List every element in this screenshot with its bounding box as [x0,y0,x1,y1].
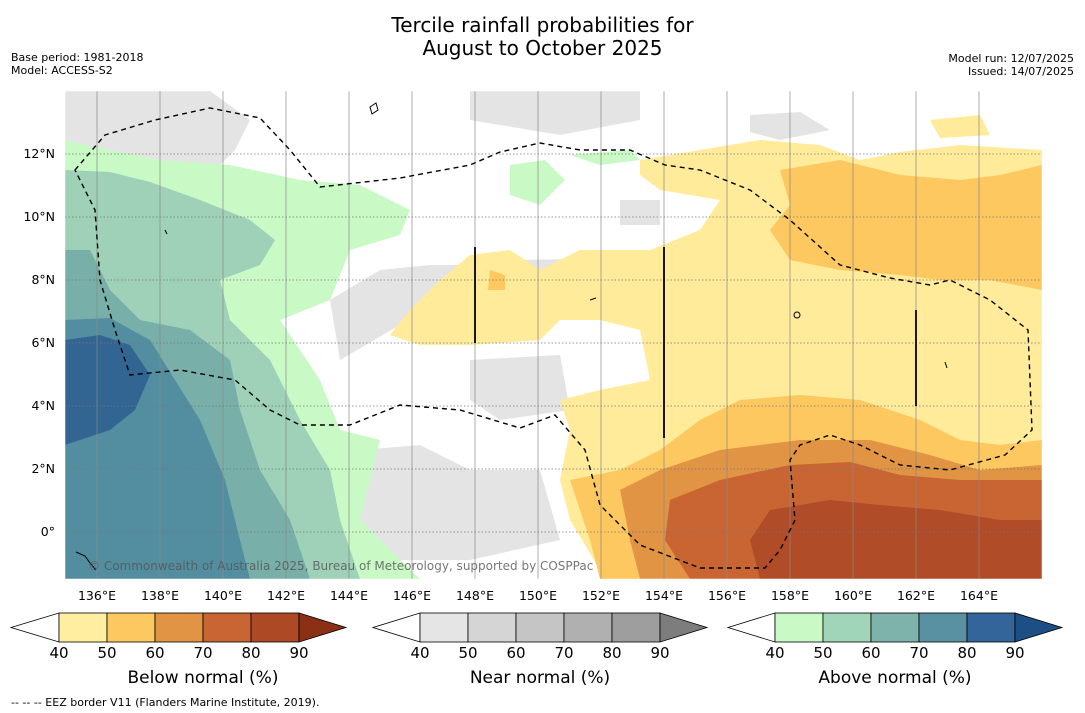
colorbar-tick-label: 50 [813,644,832,662]
copyright-text: © Commonwealth of Australia 2025, Bureau… [88,559,593,573]
colorbar-tick-label: 40 [765,644,784,662]
x-tick-label: 150°E [519,588,557,603]
base-period-text: Base period: 1981-2018 [11,51,144,64]
colorbar-tick-label: 40 [410,644,429,662]
colorbar-near-normal: 40 50 60 70 80 90 [371,612,709,662]
colorbar-segment [611,612,661,643]
colorbar-below-normal: 40 50 60 70 80 90 [9,612,348,662]
colorbar-above-normal: 40 50 60 70 80 90 [726,612,1064,662]
colorbar-segment [467,612,517,643]
map-frame [64,90,1043,580]
x-tick-label: 156°E [708,588,746,603]
near-normal-label: Near normal (%) [469,668,611,688]
x-tick-label: 136°E [78,588,116,603]
below-normal-90 [750,500,1042,579]
colorbar-segment [202,612,252,643]
colorbar-tick-label: 60 [145,644,164,662]
x-tick-label: 160°E [834,588,872,603]
x-tick-label: 148°E [456,588,494,603]
y-tick-label: 4°N [31,398,55,413]
colorbar-segment [106,612,156,643]
x-tick-label: 144°E [330,588,368,603]
eez-footnote: -- -- -- EEZ border V11 (Flanders Marine… [11,696,320,709]
colorbar-segment [918,612,968,643]
x-tick-label: 158°E [771,588,809,603]
x-tick-label: 140°E [204,588,242,603]
colorbar-segment [822,612,872,643]
y-axis-labels: 12°N 10°N 8°N 6°N 4°N 2°N 0° [23,146,55,539]
base-model-info: Base period: 1981-2018 Model: ACCESS-S2 [11,51,143,77]
colorbar-segment [563,612,613,643]
below-normal-label: Below normal (%) [127,668,279,688]
colorbar-tick-label: 70 [554,644,573,662]
y-tick-label: 2°N [31,461,55,476]
colorbar-tick-label: 50 [458,644,477,662]
model-name-text: Model: ACCESS-S2 [11,64,113,77]
title-line-1: Tercile rainfall probabilities for [391,13,694,37]
colorbar-tick-label: 50 [97,644,116,662]
y-tick-label: 10°N [23,209,55,224]
colorbar-tick-label: 40 [49,644,68,662]
x-tick-label: 152°E [582,588,620,603]
colorbar-tick-label: 90 [1005,644,1024,662]
above-normal-label: Above normal (%) [818,668,972,688]
colorbar-tick-label: 80 [957,644,976,662]
run-issue-info: Model run: 12/07/2025 Issued: 14/07/2025 [948,52,1074,78]
x-tick-label: 154°E [645,588,683,603]
model-run-text: Model run: 12/07/2025 [948,52,1074,65]
colorbar-segment [966,612,1016,643]
colorbar-segment [250,612,300,643]
x-tick-label: 146°E [393,588,431,603]
colorbar-segment [774,612,824,643]
colorbar-tick-label: 60 [506,644,525,662]
below-normal-60 [770,160,1042,290]
boundary-segments [474,247,917,438]
issued-date-text: Issued: 14/07/2025 [967,65,1074,78]
colorbar-tick-label: 70 [193,644,212,662]
colorbar-right-arrow [298,612,348,643]
y-tick-label: 8°N [31,272,55,287]
x-tick-label: 138°E [141,588,179,603]
colorbar-tick-label: 90 [289,644,308,662]
x-tick-label: 164°E [960,588,998,603]
y-tick-label: 12°N [23,146,55,161]
title-line-2: August to October 2025 [422,36,663,60]
colorbar-tick-label: 70 [909,644,928,662]
colorbar-segment [870,612,920,643]
colorbar-segment [58,612,108,643]
colorbar-segment [515,612,565,643]
colorbar-tick-label: 80 [602,644,621,662]
islands [75,102,948,571]
colorbar-segment [154,612,204,643]
above-normal-90 [65,335,150,445]
x-tick-label: 162°E [897,588,935,603]
colorbar-tick-label: 60 [861,644,880,662]
y-tick-label: 6°N [31,335,55,350]
colorbar-left-arrow [371,612,421,643]
colorbar-segment [419,612,469,643]
longitude-gridlines [96,91,980,579]
colorbar-right-arrow [1014,612,1064,643]
eez-borders [74,107,1033,569]
x-tick-label: 142°E [267,588,305,603]
colorbar-tick-label: 90 [650,644,669,662]
y-tick-label: 0° [41,524,55,539]
colorbar-left-arrow [726,612,776,643]
map-fill-layers: © Commonwealth of Australia 2025, Bureau… [65,91,1042,579]
colorbar-tick-label: 80 [241,644,260,662]
colorbar-right-arrow [659,612,709,643]
map-title: Tercile rainfall probabilities for Augus… [0,14,1085,60]
colorbar-left-arrow [9,612,60,643]
x-axis-labels: 136°E 138°E 140°E 142°E 144°E 146°E 148°… [78,588,998,603]
